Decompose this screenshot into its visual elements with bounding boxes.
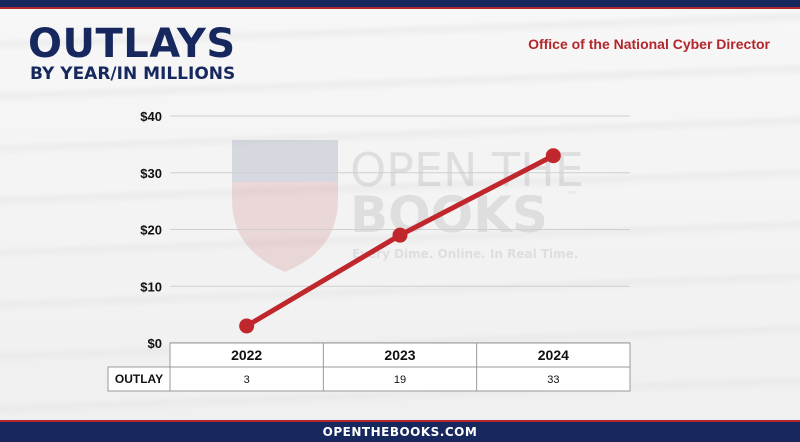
watermark-tagline: Every Dime. Online. In Real Time. bbox=[352, 247, 578, 261]
series-outlay bbox=[239, 148, 561, 334]
data-point[interactable] bbox=[545, 148, 561, 164]
table-cell-value: 19 bbox=[394, 374, 406, 386]
y-tick-label: $30 bbox=[140, 166, 162, 181]
y-tick-label: $10 bbox=[140, 279, 162, 294]
top-bar bbox=[0, 0, 800, 7]
watermark-line1: OPEN THE bbox=[350, 143, 584, 197]
x-tick-label: 2022 bbox=[231, 347, 262, 363]
watermark-shield-field bbox=[232, 140, 338, 182]
data-point[interactable] bbox=[239, 318, 255, 334]
top-bar-accent bbox=[0, 7, 800, 9]
watermark: OPEN THE BOOKS ™ Every Dime. Online. In … bbox=[232, 140, 584, 272]
chart-title: OUTLAYS bbox=[28, 21, 236, 67]
x-tick-label: 2023 bbox=[384, 347, 415, 363]
table-row-label: OUTLAY bbox=[115, 372, 163, 386]
y-tick-label: $0 bbox=[148, 336, 162, 351]
table-cell-value: 33 bbox=[547, 374, 559, 386]
footer-site-link[interactable]: OPENTHEBOOKS.COM bbox=[322, 425, 478, 439]
watermark-line2: BOOKS bbox=[350, 186, 548, 244]
y-tick-label: $20 bbox=[140, 223, 162, 238]
table-header-row bbox=[169, 342, 631, 368]
x-tick-label: 2024 bbox=[538, 347, 569, 363]
y-axis: $0 $10 $20 $30 $40 bbox=[140, 109, 162, 351]
footer: OPENTHEBOOKS.COM bbox=[0, 420, 800, 442]
data-point[interactable] bbox=[392, 227, 408, 243]
y-tick-label: $40 bbox=[140, 109, 162, 124]
table-cell-value: 3 bbox=[244, 374, 250, 386]
data-table: 2022 3 2023 19 2024 33 OUTLAY bbox=[107, 342, 631, 392]
chart-subtitle: BY YEAR/IN MILLIONS bbox=[30, 64, 236, 84]
agency-name: Office of the National Cyber Director bbox=[528, 36, 770, 52]
table-row bbox=[107, 366, 631, 392]
watermark-tm: ™ bbox=[566, 189, 578, 203]
